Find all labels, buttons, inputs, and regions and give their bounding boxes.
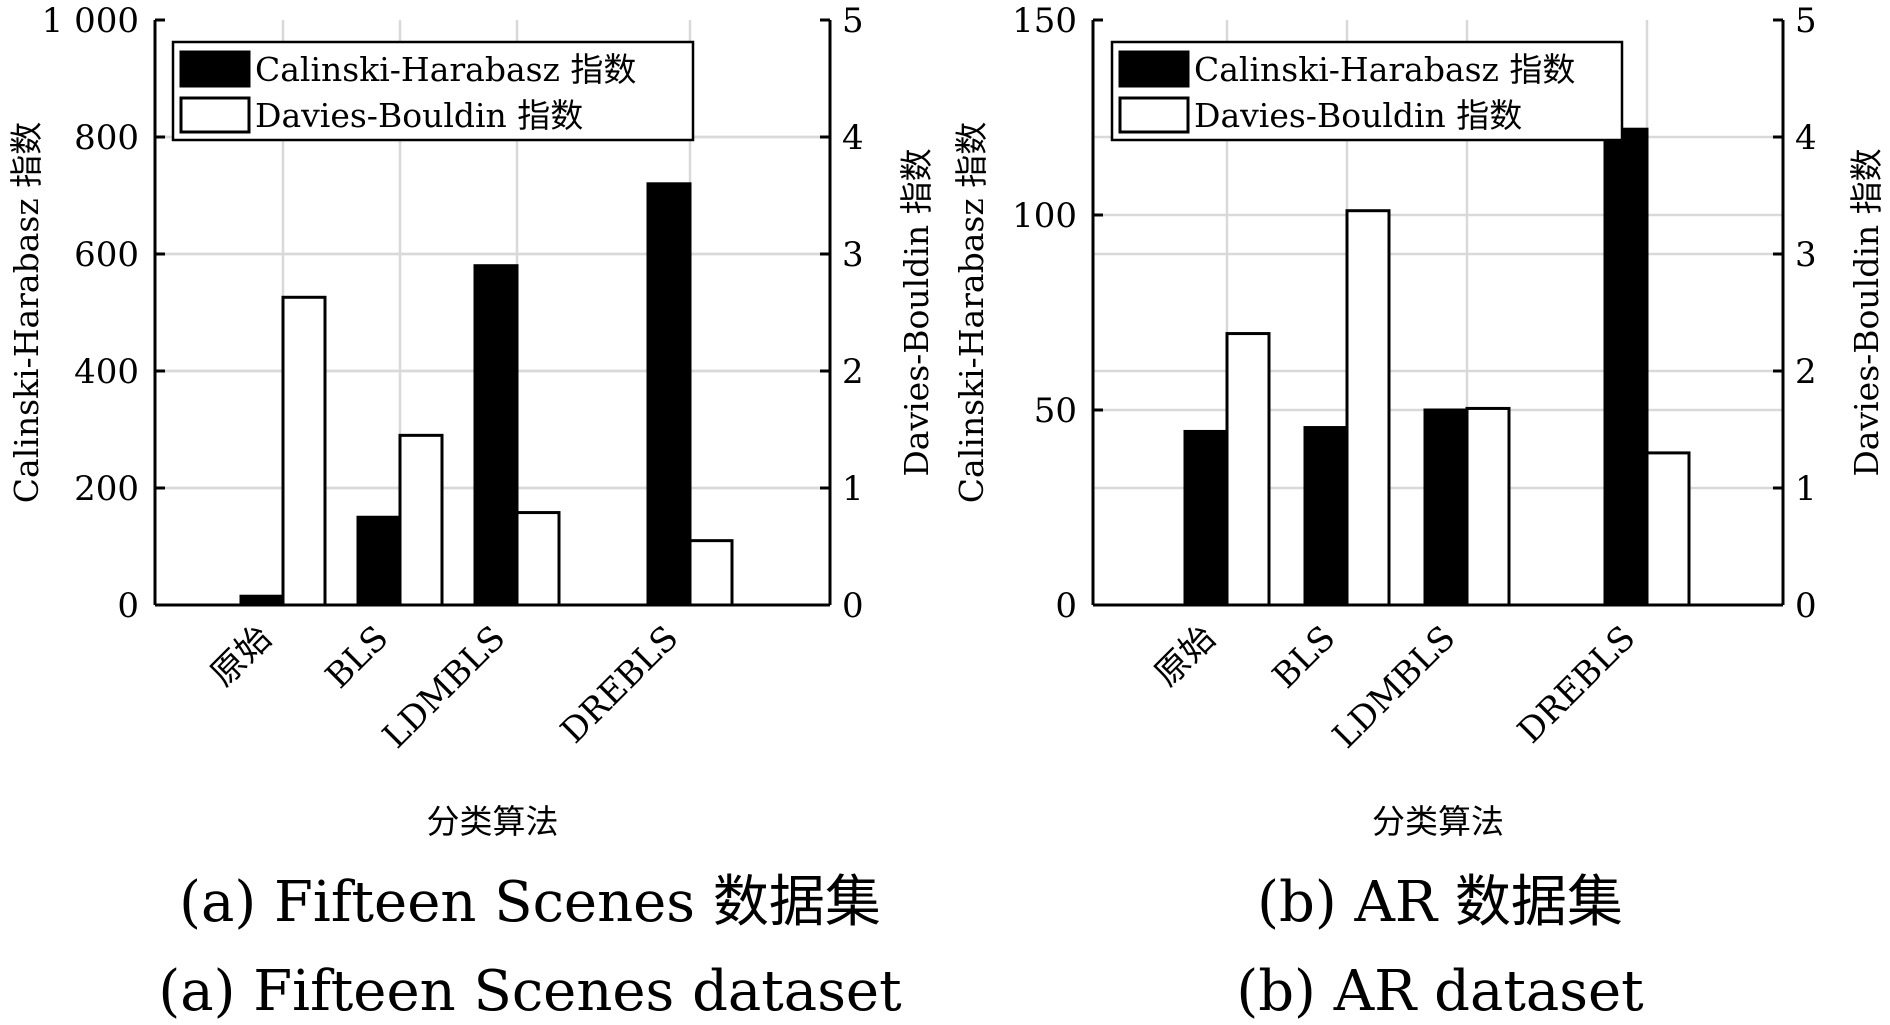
left-tick-label: 200 — [74, 469, 139, 509]
db-bar-原始 — [1225, 332, 1271, 607]
category-label: LDMBLS — [1325, 618, 1463, 756]
caption-en: (b) AR dataset — [1236, 959, 1644, 1024]
right-tick-label: 1 — [842, 469, 864, 509]
db-bar-DREBLS — [688, 539, 734, 607]
ch-bar-DREBLS — [1603, 127, 1649, 607]
db-bar-原始 — [281, 295, 327, 607]
ch-bar-BLS — [356, 515, 402, 607]
right-tick-label: 3 — [842, 235, 864, 275]
db-bar-BLS — [398, 433, 444, 607]
legend: Calinski-Harabasz 指数 Davies-Bouldin 指数 — [1110, 40, 1624, 142]
y-axis-left-label: Calinski-Harabasz 指数 — [952, 122, 991, 503]
legend: Calinski-Harabasz 指数 Davies-Bouldin 指数 — [171, 40, 695, 142]
legend-box — [1110, 40, 1624, 142]
ch-bar-LDMBLS — [473, 264, 519, 607]
ch-bar-DREBLS — [646, 182, 692, 607]
category-label: 原始 — [203, 618, 279, 694]
left-tick-label: 0 — [117, 586, 139, 626]
left-tick-label: 800 — [74, 118, 139, 158]
right-tick-label: 0 — [842, 586, 864, 626]
right-tick-label: 4 — [1795, 118, 1817, 158]
category-label: DREBLS — [553, 618, 686, 751]
x-axis-label: 分类算法 — [1372, 802, 1504, 841]
right-tick-label: 1 — [1795, 469, 1817, 509]
db-bar-LDMBLS — [1465, 406, 1511, 607]
ch-bar-原始 — [1183, 429, 1229, 607]
right-tick-label: 3 — [1795, 235, 1817, 275]
legend-swatch-db — [1118, 96, 1190, 134]
left-tick-label: 100 — [1012, 196, 1077, 236]
ch-bar-LDMBLS — [1423, 408, 1469, 607]
category-label: LDMBLS — [375, 618, 513, 756]
db-bar-DREBLS — [1645, 451, 1691, 607]
right-tick-label: 5 — [1795, 1, 1817, 41]
legend-swatch-ch — [1118, 50, 1190, 88]
y-axis-right-label: Davies-Bouldin 指数 — [1847, 148, 1886, 476]
caption-cn: (a) Fifteen Scenes 数据集 — [179, 870, 881, 935]
left-tick-label: 400 — [74, 352, 139, 392]
y-axis-right-label: Davies-Bouldin 指数 — [897, 148, 936, 476]
legend-label-ch: Calinski-Harabasz 指数 — [255, 50, 636, 89]
category-label: BLS — [318, 618, 396, 696]
y-axis-left-label: Calinski-Harabasz 指数 — [7, 122, 46, 503]
legend-box — [171, 40, 695, 142]
category-label: 原始 — [1147, 618, 1223, 694]
left-tick-label: 600 — [74, 235, 139, 275]
x-axis-label: 分类算法 — [427, 802, 559, 841]
legend-label-ch: Calinski-Harabasz 指数 — [1194, 50, 1575, 89]
left-tick-label: 150 — [1012, 1, 1077, 41]
left-tick-label: 0 — [1055, 586, 1077, 626]
caption-cn: (b) AR 数据集 — [1257, 870, 1623, 935]
caption-en: (a) Fifteen Scenes dataset — [158, 959, 902, 1024]
category-label: DREBLS — [1510, 618, 1643, 751]
left-tick-label: 1 000 — [42, 1, 139, 41]
left-tick-label: 50 — [1034, 391, 1077, 431]
legend-swatch-ch — [179, 50, 251, 88]
ch-bar-BLS — [1303, 426, 1349, 607]
right-tick-label: 2 — [1795, 352, 1817, 392]
right-tick-label: 4 — [842, 118, 864, 158]
right-tick-label: 2 — [842, 352, 864, 392]
right-tick-label: 0 — [1795, 586, 1817, 626]
right-tick-label: 5 — [842, 1, 864, 41]
legend-label-db: Davies-Bouldin 指数 — [255, 96, 583, 135]
db-bar-BLS — [1345, 209, 1391, 607]
db-bar-LDMBLS — [515, 511, 561, 607]
legend-label-db: Davies-Bouldin 指数 — [1194, 96, 1522, 135]
category-label: BLS — [1265, 618, 1343, 696]
legend-swatch-db — [179, 96, 251, 134]
